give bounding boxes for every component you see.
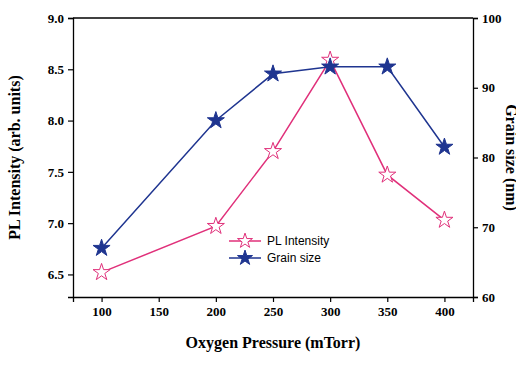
legend-label: PL Intensity <box>267 234 329 248</box>
tick-label: 60 <box>482 290 495 305</box>
tick-label: 200 <box>207 304 227 319</box>
point <box>207 112 224 128</box>
point <box>322 58 339 74</box>
tick-mark <box>473 157 478 158</box>
y-axis-title: PL Intensity (arb. units) <box>6 75 24 239</box>
tick-label: 80 <box>482 150 495 165</box>
tick-label: 150 <box>149 304 169 319</box>
plot-area <box>93 51 453 280</box>
y2-axis-title: Grain size (nm) <box>502 104 516 211</box>
tick-mark <box>68 120 73 121</box>
tick: 150 <box>149 297 169 319</box>
series-line <box>102 60 445 272</box>
tick-label: 9.0 <box>48 11 64 26</box>
legend-item: PL Intensity <box>229 233 329 248</box>
point <box>379 58 396 74</box>
tick-label: 350 <box>378 304 398 319</box>
tick: 250 <box>264 297 284 319</box>
tick-label: 7.0 <box>48 216 64 231</box>
tick: 8.0 <box>48 113 73 128</box>
tick-label: 7.5 <box>48 165 65 180</box>
tick-mark <box>68 18 73 19</box>
tick: 100 <box>473 11 502 26</box>
legend: PL Intensity Grain size <box>229 233 329 265</box>
tick-label: 8.0 <box>48 113 64 128</box>
legend-item: Grain size <box>229 250 321 265</box>
point <box>379 166 396 182</box>
legend-marker <box>237 250 252 264</box>
legend-marker <box>237 233 252 247</box>
tick: 8.5 <box>48 62 73 77</box>
tick: 300 <box>321 297 341 319</box>
tick-label: 100 <box>92 304 112 319</box>
y-axis: 6.5 7.0 7.5 8.0 8.5 9.0 <box>48 11 74 298</box>
tick-mark <box>68 223 73 224</box>
tick: 100 <box>92 297 112 319</box>
tick: 400 <box>435 297 455 319</box>
legend-label: Grain size <box>267 251 321 265</box>
tick: 350 <box>378 297 398 319</box>
tick-label: 90 <box>482 80 495 95</box>
x-axis-title: Oxygen Pressure (mTorr) <box>186 334 361 352</box>
tick-label: 8.5 <box>48 62 65 77</box>
tick-label: 250 <box>264 304 284 319</box>
point <box>264 142 281 158</box>
tick-mark <box>473 227 478 228</box>
tick: 6.5 <box>48 267 73 282</box>
tick-label: 100 <box>482 11 502 26</box>
point <box>436 138 453 154</box>
series-line <box>102 67 445 248</box>
tick-mark <box>68 69 73 70</box>
frame <box>73 17 473 18</box>
tick-mark <box>273 297 274 302</box>
tick-mark <box>216 297 217 302</box>
point <box>264 65 281 81</box>
axis-line <box>74 298 474 303</box>
tick: 90 <box>473 80 495 95</box>
tick-label: 300 <box>321 304 341 319</box>
tick: 7.5 <box>48 165 73 180</box>
tick-mark <box>473 297 478 298</box>
tick: 200 <box>207 297 227 319</box>
tick-mark <box>330 297 331 302</box>
tick-mark <box>387 297 388 302</box>
point <box>207 217 224 233</box>
tick-label: 70 <box>482 220 495 235</box>
tick-mark <box>68 274 73 275</box>
chart: 1001502002503003504006.57.07.58.08.59.06… <box>0 0 516 370</box>
tick: 7.0 <box>48 216 73 231</box>
tick-label: 400 <box>435 304 455 319</box>
tick-mark <box>473 88 478 89</box>
x-axis: 100 150 200 250 300 350 400 <box>74 297 474 319</box>
tick: 9.0 <box>48 11 73 26</box>
tick-mark <box>473 18 478 19</box>
tick: 70 <box>473 220 495 235</box>
tick-mark <box>68 172 73 173</box>
point <box>436 211 453 227</box>
tick: 60 <box>473 290 495 305</box>
tick-mark <box>444 297 445 302</box>
tick-mark <box>101 297 102 302</box>
point <box>93 239 110 255</box>
point <box>93 263 110 279</box>
tick-mark <box>159 297 160 302</box>
tick-label: 6.5 <box>48 267 65 282</box>
y2-axis: 60 70 80 90 100 <box>473 11 502 305</box>
tick: 80 <box>473 150 495 165</box>
axis-line <box>68 19 74 298</box>
axis-line <box>474 19 479 298</box>
